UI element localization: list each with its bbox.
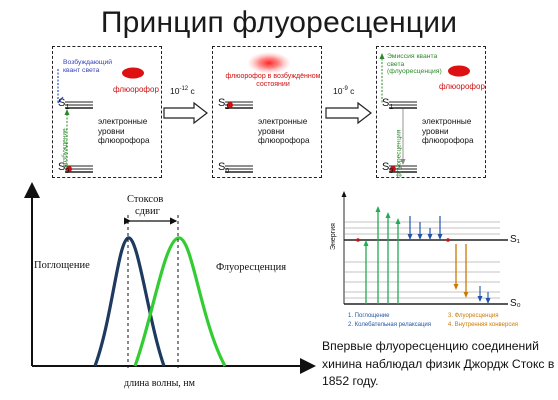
panel-emission: Эмиссия кванта света (флуоресценция) флю… [376, 46, 486, 178]
legend-item-4: 4. Внутренняя конверсия [448, 322, 518, 328]
energy-axis-label: Энергия [330, 223, 337, 250]
jablonski-diagram [341, 191, 508, 305]
electron-dot [66, 166, 72, 172]
electron-dot [390, 166, 396, 172]
emission-photon-label: Эмиссия кванта света (флуоресценция) [387, 53, 442, 76]
s1-label: S1 [58, 97, 70, 112]
transition-arrow-2 [325, 101, 372, 125]
absorption-label: Поглощение [34, 260, 90, 271]
s0-label: S0 [218, 161, 230, 176]
history-caption: Впервые флуоресценцию соединений хинина … [322, 339, 555, 389]
excited-fluorophore-label: флюорофор в возбуждённом состоянии [225, 73, 321, 88]
excited-fluorophore-glow [247, 52, 291, 74]
legend-item-2: 2. Колебательная релаксация [348, 322, 432, 328]
fluorophore-label: флюорофор [439, 82, 485, 91]
stokes-shift-label-1: Стоксов [127, 194, 164, 205]
jablonski-s0-label: S₀ [510, 298, 521, 309]
fluorescence-curve [133, 236, 227, 367]
electron-dot-excited [227, 102, 233, 108]
time-label-1: 10-12 с [170, 86, 195, 96]
panel-excited-state: флюорофор в возбуждённом состоянии S1 S0… [212, 46, 322, 178]
panel-1-graphics [57, 67, 144, 173]
panel-ground-state: Возбуждающий квант света флюорофор S1 S0… [52, 46, 162, 178]
excitation-vertical-label: возбуждение [61, 128, 69, 168]
s0-label: S0 [58, 161, 70, 176]
electronic-levels-label: электронные уровни флюорофора [422, 117, 474, 145]
fluorophore-dot [122, 67, 144, 79]
s1-label: S1 [218, 97, 230, 112]
emission-arrows [455, 244, 467, 294]
page-title: Принцип флуоресценции [100, 6, 458, 39]
absorption-arrows [365, 210, 399, 304]
legend-item-1: 1. Поглощение [348, 313, 390, 319]
jablonski-s1-label: S₁ [510, 234, 521, 245]
fluorophore-label: флюорофор [113, 85, 159, 94]
excitation-photon-label: Возбуждающий квант света [63, 59, 113, 74]
legend-item-3: 3. Флуоресценция [448, 313, 499, 319]
s1-label: S1 [382, 97, 394, 112]
electronic-levels-label: электронные уровни флюорофора [258, 117, 310, 145]
time-label-2: 10-9 с [333, 86, 355, 96]
fluorophore-dot [448, 65, 470, 77]
s0-label: S0 [382, 161, 394, 176]
stokes-shift-spectrum [24, 182, 316, 374]
x-axis-label: длина волны, нм [124, 378, 195, 389]
stokes-shift-label-2: сдвиг [135, 206, 160, 217]
transition-arrow-1 [163, 101, 208, 125]
panel-2-graphics [225, 52, 291, 173]
fluorescence-label: Флуоресценция [216, 262, 287, 273]
relaxation-arrows [409, 216, 441, 236]
fluorescence-vertical-label: флуоресценция [395, 129, 403, 178]
panel-3-graphics [379, 53, 470, 173]
absorption-curve [93, 236, 166, 367]
electronic-levels-label: электронные уровни флюорофора [98, 117, 150, 145]
